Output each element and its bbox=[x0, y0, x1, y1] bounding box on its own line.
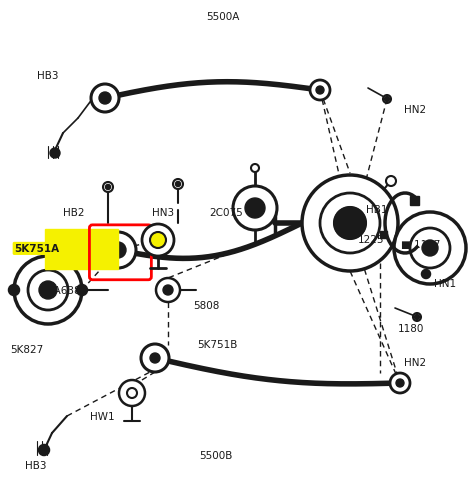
Circle shape bbox=[413, 313, 421, 321]
Text: 1180: 1180 bbox=[398, 323, 425, 333]
Text: 5500A: 5500A bbox=[206, 12, 239, 22]
Circle shape bbox=[394, 213, 466, 285]
Text: 5500B: 5500B bbox=[199, 450, 232, 460]
Text: HN1: HN1 bbox=[435, 278, 456, 288]
Circle shape bbox=[310, 81, 330, 101]
Circle shape bbox=[385, 98, 389, 102]
Text: HB3: HB3 bbox=[25, 460, 46, 469]
Text: 5A638: 5A638 bbox=[47, 285, 81, 295]
Text: 5808: 5808 bbox=[193, 300, 219, 310]
Circle shape bbox=[334, 207, 366, 240]
Circle shape bbox=[396, 379, 404, 387]
Circle shape bbox=[173, 180, 183, 190]
Circle shape bbox=[150, 353, 160, 363]
Circle shape bbox=[233, 186, 277, 230]
Circle shape bbox=[316, 87, 324, 95]
Circle shape bbox=[100, 232, 136, 268]
Circle shape bbox=[142, 224, 174, 257]
Circle shape bbox=[99, 93, 111, 105]
Text: HN2: HN2 bbox=[404, 105, 426, 115]
Circle shape bbox=[390, 373, 410, 393]
Text: HN2: HN2 bbox=[404, 357, 426, 367]
Circle shape bbox=[50, 149, 60, 159]
Text: HB3: HB3 bbox=[36, 71, 58, 81]
Text: 5K751A: 5K751A bbox=[14, 244, 59, 254]
Circle shape bbox=[9, 285, 19, 295]
Circle shape bbox=[39, 282, 57, 299]
Text: 2C075: 2C075 bbox=[210, 207, 244, 217]
Bar bbox=[410, 197, 419, 205]
Circle shape bbox=[150, 232, 166, 248]
Text: 1225: 1225 bbox=[358, 234, 384, 244]
Circle shape bbox=[163, 285, 173, 295]
Circle shape bbox=[422, 241, 438, 257]
Bar bbox=[380, 231, 387, 239]
Circle shape bbox=[251, 164, 259, 173]
Circle shape bbox=[383, 96, 391, 104]
Circle shape bbox=[156, 279, 180, 303]
Text: HB1: HB1 bbox=[366, 205, 388, 215]
Circle shape bbox=[320, 194, 380, 253]
Circle shape bbox=[39, 445, 49, 455]
Circle shape bbox=[110, 243, 126, 259]
Circle shape bbox=[141, 345, 169, 372]
Circle shape bbox=[410, 228, 450, 268]
FancyBboxPatch shape bbox=[45, 229, 118, 269]
Circle shape bbox=[14, 257, 82, 325]
Circle shape bbox=[302, 176, 398, 271]
Text: 5K827: 5K827 bbox=[10, 344, 44, 354]
Text: HN3: HN3 bbox=[153, 207, 174, 217]
Text: HB2: HB2 bbox=[63, 207, 84, 217]
Circle shape bbox=[119, 380, 145, 406]
Circle shape bbox=[176, 183, 180, 186]
Circle shape bbox=[386, 177, 396, 186]
Circle shape bbox=[245, 199, 265, 219]
Circle shape bbox=[103, 183, 113, 193]
Circle shape bbox=[28, 270, 68, 310]
Circle shape bbox=[422, 270, 430, 279]
Text: 5K751B: 5K751B bbox=[197, 339, 237, 349]
Text: ■ 1107: ■ 1107 bbox=[401, 240, 440, 250]
Circle shape bbox=[77, 285, 87, 295]
Circle shape bbox=[415, 315, 419, 319]
Circle shape bbox=[106, 185, 110, 190]
Text: HW1: HW1 bbox=[90, 411, 114, 421]
Circle shape bbox=[91, 85, 119, 113]
